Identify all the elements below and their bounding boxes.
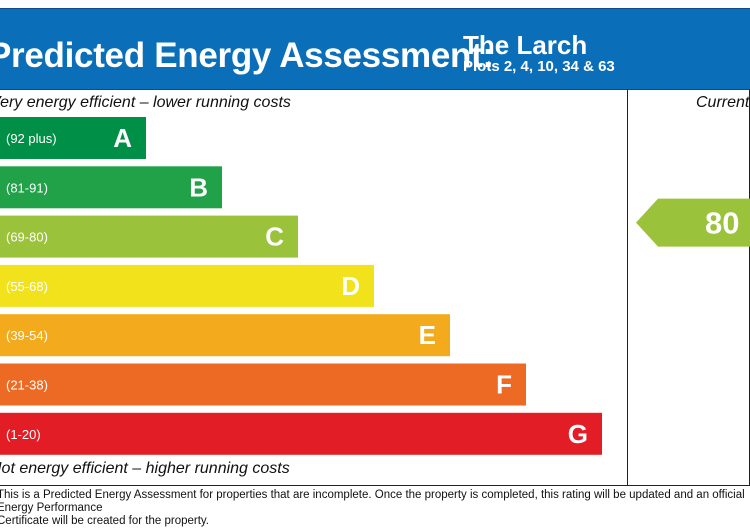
band-c-letter: C xyxy=(265,222,284,252)
band-b-bar xyxy=(0,166,222,209)
band-g-range: (1-20) xyxy=(6,427,41,442)
band-f-range: (21-38) xyxy=(6,378,48,393)
band-c-bar xyxy=(0,215,298,258)
band-d-letter: D xyxy=(341,271,360,301)
band-a-bar xyxy=(0,117,146,159)
band-a-range: (92 plus) xyxy=(6,131,57,146)
top-efficiency-label: Very energy efficient – lower running co… xyxy=(0,94,291,111)
band-g-letter: G xyxy=(568,419,588,449)
band-d-bar xyxy=(0,264,374,307)
property-plots: Plots 2, 4, 10, 34 & 63 xyxy=(463,58,615,75)
bottom-efficiency-label: Not energy efficient – higher running co… xyxy=(0,460,290,477)
current-rating-arrow xyxy=(636,198,750,247)
band-c-range: (69-80) xyxy=(6,230,48,245)
column-divider xyxy=(627,89,628,485)
band-b-range: (81-91) xyxy=(6,180,48,195)
band-b-letter: B xyxy=(189,172,208,202)
band-f-letter: F xyxy=(496,370,512,400)
band-e-bar xyxy=(0,314,450,357)
property-name: The Larch xyxy=(463,30,588,60)
band-e-letter: E xyxy=(419,320,436,350)
band-a-letter: A xyxy=(113,123,132,153)
band-d-range: (55-68) xyxy=(6,279,48,294)
current-column-header: Current xyxy=(696,94,750,111)
footnote: This is a Predicted Energy Assessment fo… xyxy=(0,489,745,527)
page-title: Predicted Energy Assessment: xyxy=(0,36,494,75)
band-e-range: (39-54) xyxy=(6,328,48,343)
band-g-bar xyxy=(0,412,602,455)
header-banner: Predicted Energy Assessment: The Larch P… xyxy=(0,8,750,90)
rating-chart-area xyxy=(0,89,750,486)
current-rating-value: 80 xyxy=(705,206,739,241)
band-f-bar xyxy=(0,363,526,406)
